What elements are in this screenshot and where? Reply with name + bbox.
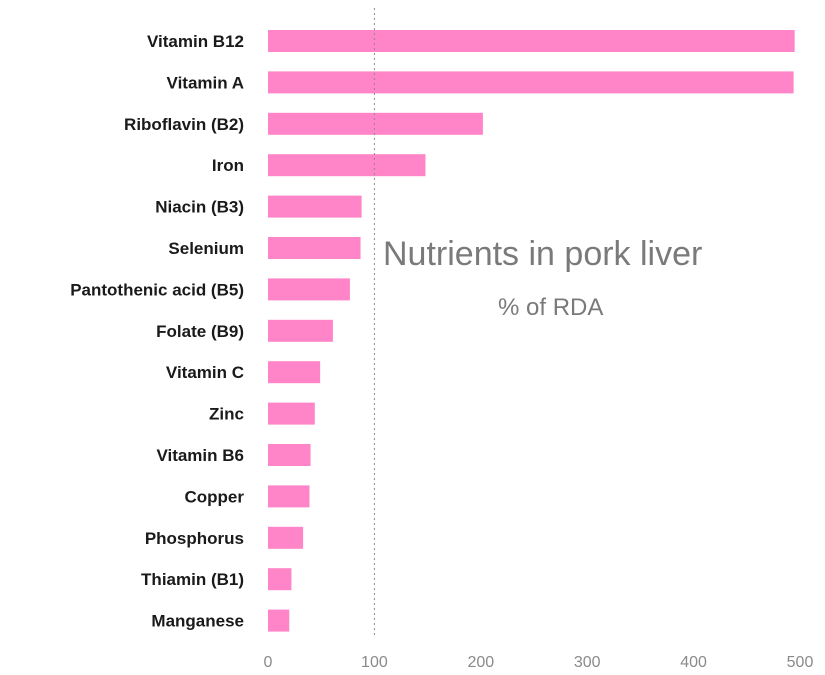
category-label: Vitamin B12 [147,32,244,51]
bar-phosphorus [268,526,304,549]
x-tick-label: 100 [361,654,388,671]
category-label: Manganese [151,612,244,631]
category-label: Riboflavin (B2) [124,115,244,134]
chart-title: Nutrients in pork liver [383,235,702,273]
bar-thiamin-b1 [268,568,292,591]
category-label: Phosphorus [145,529,244,548]
bar-copper [268,485,310,508]
x-tick-label: 300 [574,654,601,671]
category-label: Copper [185,487,245,506]
bar-vitamin-b6 [268,444,311,466]
bar-riboflavin-b2 [268,112,483,135]
bar-vitamin-b12 [268,30,795,52]
category-label: Iron [212,156,244,175]
bar-zinc [268,402,315,425]
category-labels: Vitamin B12 Vitamin A Riboflavin (B2) Iron N… [70,32,244,631]
bars-group [268,30,795,632]
bar-folate-b9 [268,319,333,342]
bar-manganese [268,609,290,632]
bar-selenium [268,237,361,259]
category-label: Niacin (B3) [155,198,244,217]
x-tick-label: 500 [787,654,814,671]
bar-pantothenic-acid-b5 [268,278,350,301]
category-label: Zinc [209,405,244,424]
category-label: Vitamin C [166,363,244,382]
x-tick-label: 400 [680,654,707,671]
bar-vitamin-a [268,71,794,94]
category-label: Vitamin B6 [156,446,244,465]
x-tick-label: 0 [264,654,273,671]
category-label: Selenium [168,239,244,258]
category-label: Vitamin A [167,73,244,92]
x-axis-ticks: 0 100 200 300 400 500 [264,654,814,671]
bar-vitamin-c [268,361,321,384]
category-label: Pantothenic acid (B5) [70,280,244,299]
chart-subtitle: % of RDA [498,294,603,321]
bar-iron [268,154,426,177]
x-tick-label: 200 [467,654,494,671]
bar-niacin-b3 [268,195,362,218]
category-label: Folate (B9) [156,322,244,341]
category-label: Thiamin (B1) [141,570,244,589]
